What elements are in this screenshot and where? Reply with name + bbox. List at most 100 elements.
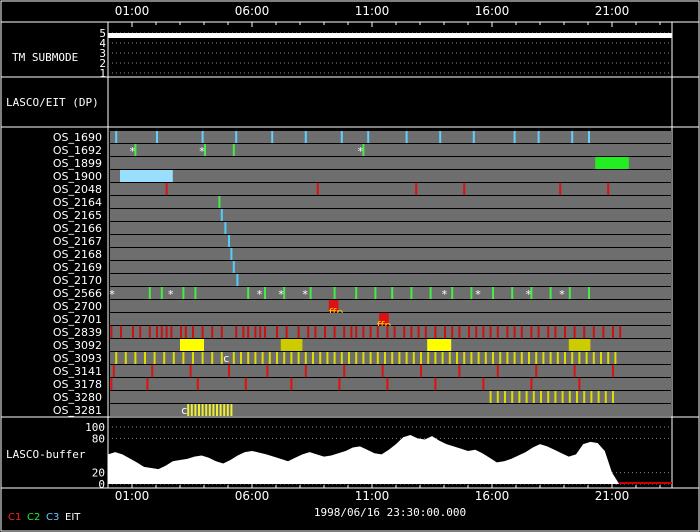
os-event-mark <box>612 326 614 338</box>
buffer-tick-label: 80 <box>92 432 105 445</box>
os-event-mark <box>578 352 581 364</box>
legend-item: C2 <box>27 512 40 523</box>
os-event-mark <box>458 326 461 338</box>
os-row-label: OS_1692 <box>53 144 102 157</box>
os-event-mark <box>120 170 173 182</box>
os-event-mark <box>219 404 222 416</box>
os-row-band <box>110 196 672 208</box>
os-row-label: OS_2701 <box>53 313 102 326</box>
os-event-mark <box>230 248 233 260</box>
os-row: OS_3092 <box>53 339 672 352</box>
os-event-mark <box>554 391 557 403</box>
os-event-mark <box>542 352 545 364</box>
legend-item: C1 <box>8 512 21 523</box>
os-event-mark <box>362 352 365 364</box>
os-event-mark <box>348 352 350 364</box>
os-event-mark <box>355 326 358 338</box>
os-event-mark <box>192 352 194 364</box>
os-event-mark <box>196 378 199 390</box>
os-event-mark <box>153 352 156 364</box>
os-event-mark <box>309 287 312 299</box>
tm-level-label: 4 <box>99 37 106 50</box>
os-event-mark <box>110 326 113 338</box>
os-event-mark <box>391 287 394 299</box>
os-event-mark <box>182 352 185 364</box>
os-event-mark <box>564 352 566 364</box>
os-event-mark <box>374 287 377 299</box>
os-event-mark <box>124 352 127 364</box>
os-row: OS_3178 <box>53 378 672 391</box>
os-event-mark <box>590 391 593 403</box>
os-event-mark <box>513 326 516 338</box>
os-row-label: OS_3178 <box>53 378 102 391</box>
top-tick-label: 21:00 <box>595 4 630 18</box>
os-event-mark <box>482 326 485 338</box>
os-event-mark <box>355 352 358 364</box>
os-event-mark <box>513 131 516 143</box>
os-event-mark <box>403 326 406 338</box>
os-event-mark <box>236 274 239 286</box>
os-event-mark <box>333 326 336 338</box>
os-event-mark <box>340 131 343 143</box>
os-event-mark <box>187 404 190 416</box>
os-row-band <box>110 313 672 325</box>
os-event-mark <box>333 352 336 364</box>
os-event-mark <box>304 131 307 143</box>
os-event-mark <box>259 326 262 338</box>
os-event-mark <box>492 352 494 364</box>
os-event-mark <box>220 352 223 364</box>
os-event-mark <box>369 326 372 338</box>
os-event-mark <box>244 378 247 390</box>
os-event-mark <box>496 365 499 377</box>
os-row-label: OS_2170 <box>53 274 102 287</box>
os-event-mark <box>535 352 538 364</box>
x-axis-datetime-label: 1998/06/16 23:30:00.000 <box>314 506 466 519</box>
os-event-mark <box>568 391 571 403</box>
os-event-mark <box>190 404 193 416</box>
os-row-label: OS_2169 <box>53 261 102 274</box>
os-star-mark: * <box>526 288 532 301</box>
os-row-band <box>110 365 672 377</box>
os-event-mark <box>228 235 230 247</box>
os-row: OS_1690 <box>53 131 672 144</box>
os-row-label: OS_2700 <box>53 300 102 313</box>
os-event-mark <box>420 365 422 377</box>
os-event-mark <box>156 131 158 143</box>
os-event-mark <box>492 287 494 299</box>
os-event-mark <box>604 391 607 403</box>
os-event-mark <box>163 352 166 364</box>
os-event-mark <box>568 287 571 299</box>
os-event-mark <box>530 378 533 390</box>
os-event-mark <box>276 326 278 338</box>
os-event-mark <box>160 326 163 338</box>
os-event-mark <box>139 326 142 338</box>
os-row-band <box>110 183 672 195</box>
os-row: OS_3093 c <box>53 352 672 365</box>
os-event-mark <box>511 287 514 299</box>
os-event-mark <box>254 352 257 364</box>
os-event-mark <box>420 352 422 364</box>
os-event-mark <box>393 326 396 338</box>
os-event-mark <box>228 365 230 377</box>
os-event-mark <box>619 326 622 338</box>
os-row-band <box>110 300 672 312</box>
os-event-mark <box>592 326 595 338</box>
os-row-label: OS_2168 <box>53 248 102 261</box>
os-row-label: OS_3141 <box>53 365 102 378</box>
os-star-mark: * <box>168 288 174 301</box>
os-event-mark <box>482 378 485 390</box>
os-event-mark <box>561 391 564 403</box>
os-event-mark <box>376 352 379 364</box>
os-row-label: OS_3093 <box>53 352 102 365</box>
os-event-mark <box>198 404 200 416</box>
os-event-mark <box>304 352 307 364</box>
os-event-mark <box>297 326 300 338</box>
os-event-mark <box>417 326 420 338</box>
os-row-label: OS_3281 <box>53 404 102 417</box>
os-event-mark <box>134 144 137 156</box>
os-row-band <box>110 378 672 390</box>
os-event-mark <box>451 326 454 338</box>
os-event-mark <box>240 352 242 364</box>
os-star-mark: * <box>559 288 565 301</box>
os-event-mark <box>283 352 286 364</box>
